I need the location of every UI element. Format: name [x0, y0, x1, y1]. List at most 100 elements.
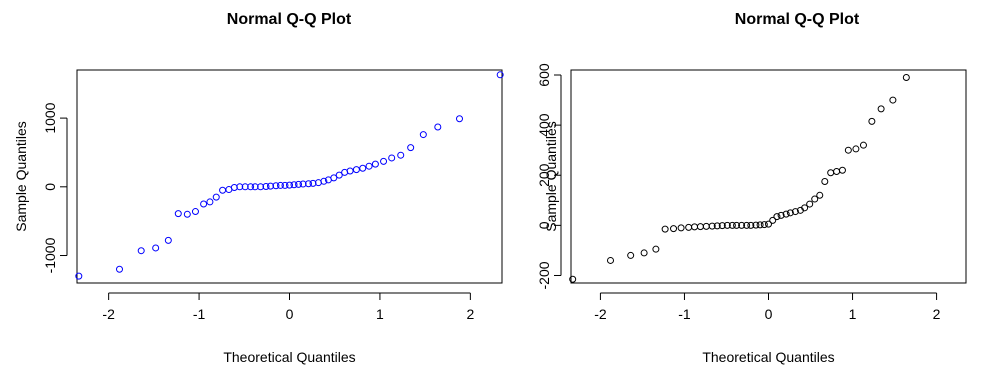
- data-point: [838, 166, 846, 174]
- data-point: [747, 221, 755, 229]
- data-point: [456, 115, 463, 123]
- data-point: [407, 144, 415, 152]
- x-tick-label: -2: [594, 306, 607, 322]
- x-tick-label: 0: [765, 306, 773, 322]
- data-point: [733, 221, 741, 229]
- data-point: [640, 249, 648, 257]
- data-point: [388, 154, 396, 162]
- data-point: [702, 222, 710, 230]
- data-point: [677, 224, 685, 232]
- data-point: [380, 157, 388, 165]
- data-point: [769, 216, 777, 224]
- data-point: [276, 181, 284, 189]
- data-point: [257, 183, 265, 191]
- data-point: [191, 208, 199, 216]
- data-point: [281, 181, 289, 189]
- data-point: [164, 236, 172, 244]
- data-point: [335, 171, 343, 179]
- data-point: [760, 221, 768, 229]
- data-point: [801, 204, 809, 212]
- data-point: [290, 181, 298, 189]
- data-point: [889, 96, 897, 104]
- data-point: [183, 210, 191, 218]
- data-point: [713, 222, 721, 230]
- plot-frame: [570, 69, 967, 284]
- data-point: [607, 256, 614, 264]
- data-point: [247, 183, 255, 191]
- data-point: [174, 210, 182, 218]
- data-point: [397, 151, 405, 159]
- data-point: [827, 169, 835, 177]
- data-point: [309, 179, 317, 187]
- data-point: [743, 221, 751, 229]
- data-point: [661, 225, 669, 233]
- x-tick-label: 2: [933, 306, 941, 322]
- data-point: [419, 131, 427, 139]
- data-point: [206, 198, 214, 206]
- data-point: [304, 180, 312, 188]
- data-point: [434, 123, 442, 131]
- chart-title: Normal Q-Q Plot: [735, 11, 860, 28]
- x-tick-label: 2: [466, 306, 474, 322]
- data-point: [868, 117, 876, 125]
- y-tick-label: 1000: [42, 102, 58, 133]
- x-tick-label: 1: [849, 306, 857, 322]
- x-tick-label: -1: [193, 306, 206, 322]
- x-axis-label: Theoretical Quantiles: [702, 349, 834, 365]
- data-point: [346, 167, 354, 175]
- data-point: [251, 183, 259, 191]
- data-point: [777, 211, 785, 219]
- data-point: [791, 208, 799, 216]
- x-tick-label: 0: [286, 306, 294, 322]
- data-point: [811, 195, 819, 203]
- qq-plot-panel-2: Normal Q-Q Plot -2 -1 0 1 2 -200 0 200 400 600 Theo…: [536, 11, 967, 365]
- y-tick-label: 400: [536, 113, 552, 137]
- data-point: [685, 223, 693, 231]
- y-tick-label: 0: [42, 183, 58, 191]
- data-point: [782, 210, 790, 218]
- data-point: [230, 183, 238, 191]
- x-tick-label: -2: [102, 306, 115, 322]
- data-point: [359, 164, 367, 172]
- data-point: [212, 193, 220, 201]
- data-point: [219, 186, 227, 194]
- data-point: [267, 182, 275, 190]
- y-tick-label: -1000: [42, 237, 58, 273]
- y-axis-label: Sample Quantiles: [543, 121, 559, 232]
- data-point: [496, 71, 504, 79]
- y-tick-label: 600: [536, 63, 552, 87]
- data-point: [691, 223, 699, 231]
- data-point: [902, 74, 910, 82]
- data-point: [765, 220, 772, 228]
- data-point: [627, 251, 635, 259]
- data-point: [286, 181, 293, 189]
- data-point: [859, 141, 867, 149]
- data-point: [299, 180, 307, 188]
- data-point: [756, 221, 764, 229]
- data-point: [752, 221, 760, 229]
- data-point: [816, 191, 824, 199]
- data-point: [295, 180, 303, 188]
- data-point: [696, 223, 704, 231]
- qq-plot-panel-1: Normal Q-Q Plot -2 -1 0 1 2 -1000 0 1000 Theoreti…: [13, 11, 504, 365]
- data-point: [806, 200, 814, 208]
- data-point: [137, 247, 145, 255]
- x-tick-label: -1: [678, 306, 691, 322]
- y-tick-label: 200: [536, 163, 552, 187]
- data-point: [723, 221, 731, 229]
- data-point: [738, 221, 746, 229]
- data-point: [708, 222, 716, 230]
- data-point: [236, 183, 244, 191]
- data-point: [670, 225, 678, 233]
- data-point: [833, 167, 841, 175]
- data-point: [844, 146, 852, 154]
- data-point: [320, 177, 328, 185]
- data-point: [773, 213, 781, 221]
- y-tick-label: -200: [536, 261, 552, 289]
- data-point: [352, 166, 360, 174]
- chart-title: Normal Q-Q Plot: [227, 11, 352, 28]
- data-point: [200, 200, 208, 208]
- data-point: [852, 145, 860, 153]
- plot-frame: [76, 69, 503, 284]
